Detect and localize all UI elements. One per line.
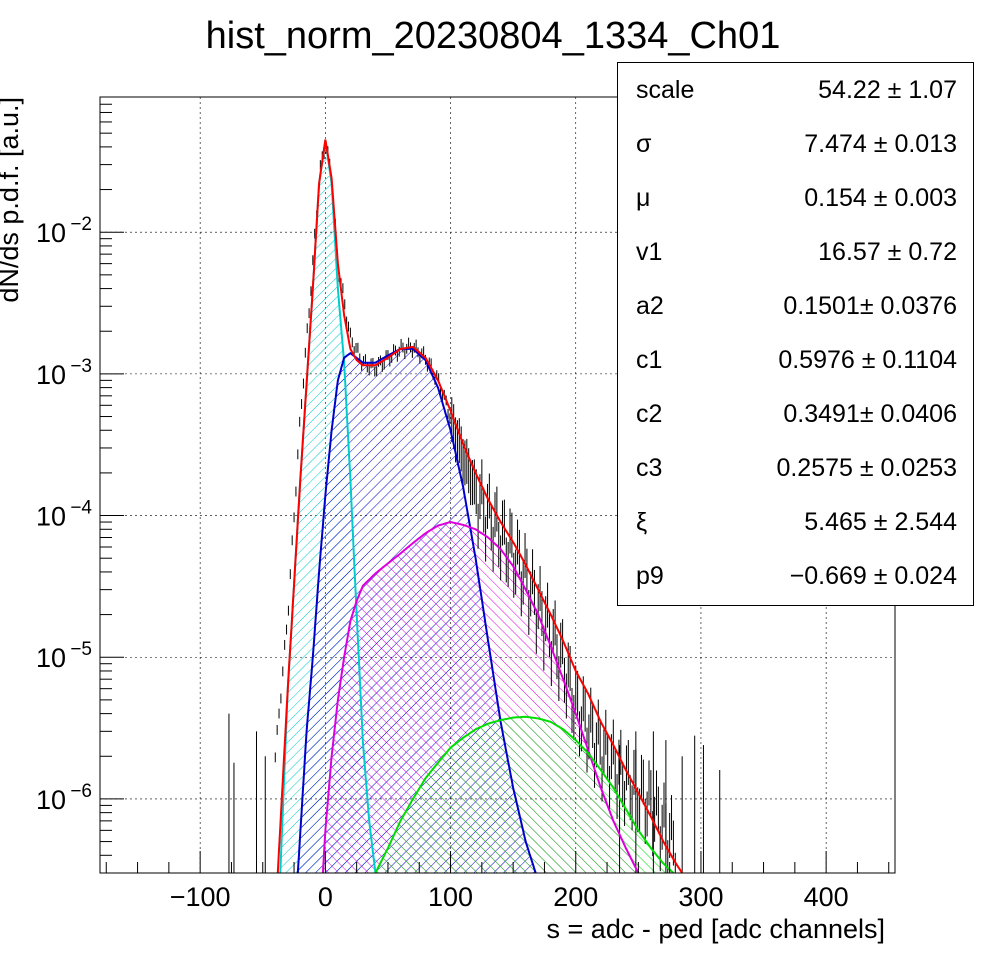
y-tick-label: 10 bbox=[36, 643, 66, 673]
y-axis-label: dN/ds p.d.f. [a.u.] bbox=[0, 97, 24, 303]
stats-param-name: scale bbox=[636, 76, 694, 105]
stats-param-name: a2 bbox=[636, 292, 664, 321]
fit-stats-box: scale 54.22 ± 1.07 σ 7.474 ± 0.013 μ 0.154 ± … bbox=[617, 62, 974, 606]
y-tick-exponent: −4 bbox=[70, 498, 92, 519]
stats-row: a2 0.1501± 0.0376 bbox=[618, 279, 973, 333]
stats-row: μ 0.154 ± 0.003 bbox=[618, 171, 973, 225]
x-tick-label: 300 bbox=[678, 882, 723, 912]
stats-param-value: 0.5976 ± 0.1104 bbox=[778, 346, 957, 375]
stats-row: scale 54.22 ± 1.07 bbox=[618, 63, 973, 117]
stats-param-value: 0.3491± 0.0406 bbox=[783, 400, 957, 429]
x-tick-label: 0 bbox=[318, 882, 333, 912]
stats-param-value: −0.669 ± 0.024 bbox=[790, 562, 957, 591]
stats-param-name: p9 bbox=[636, 562, 664, 591]
y-tick-exponent: −2 bbox=[70, 214, 92, 235]
y-tick-label: 10 bbox=[36, 502, 66, 532]
stats-row: σ 7.474 ± 0.013 bbox=[618, 117, 973, 171]
stats-param-value: 16.57 ± 0.72 bbox=[818, 238, 957, 267]
stats-row: p9 −0.669 ± 0.024 bbox=[618, 549, 973, 603]
stats-param-name: μ bbox=[636, 184, 650, 213]
x-tick-label: −100 bbox=[170, 882, 231, 912]
stats-row: c2 0.3491± 0.0406 bbox=[618, 387, 973, 441]
stats-row: ξ 5.465 ± 2.544 bbox=[618, 495, 973, 549]
y-tick-exponent: −3 bbox=[70, 356, 92, 377]
stats-param-value: 0.1501± 0.0376 bbox=[783, 292, 957, 321]
stats-param-name: ξ bbox=[636, 508, 647, 537]
x-tick-label: 400 bbox=[804, 882, 849, 912]
y-tick-exponent: −6 bbox=[70, 781, 92, 802]
stats-param-name: v1 bbox=[636, 238, 662, 267]
stats-param-value: 5.465 ± 2.544 bbox=[804, 508, 957, 537]
stats-param-name: c2 bbox=[636, 400, 662, 429]
fit-component-fills bbox=[280, 140, 673, 873]
x-axis-label: s = adc - ped [adc channels] bbox=[547, 914, 885, 944]
x-tick-label: 100 bbox=[428, 882, 473, 912]
stats-row: c1 0.5976 ± 0.1104 bbox=[618, 333, 973, 387]
stats-param-value: 7.474 ± 0.013 bbox=[804, 130, 957, 159]
stats-param-name: c1 bbox=[636, 346, 662, 375]
stats-row: c3 0.2575 ± 0.0253 bbox=[618, 441, 973, 495]
x-tick-label: 200 bbox=[553, 882, 598, 912]
stats-param-name: σ bbox=[636, 130, 651, 159]
y-tick-label: 10 bbox=[36, 360, 66, 390]
y-tick-label: 10 bbox=[36, 785, 66, 815]
stats-param-value: 0.2575 ± 0.0253 bbox=[776, 454, 957, 483]
y-tick-label: 10 bbox=[36, 218, 66, 248]
stats-row: v1 16.57 ± 0.72 bbox=[618, 225, 973, 279]
y-tick-exponent: −5 bbox=[70, 639, 92, 660]
chart-title: hist_norm_20230804_1334_Ch01 bbox=[206, 15, 781, 57]
stats-param-value: 54.22 ± 1.07 bbox=[818, 76, 957, 105]
stats-param-name: c3 bbox=[636, 454, 662, 483]
stats-param-value: 0.154 ± 0.003 bbox=[804, 184, 957, 213]
